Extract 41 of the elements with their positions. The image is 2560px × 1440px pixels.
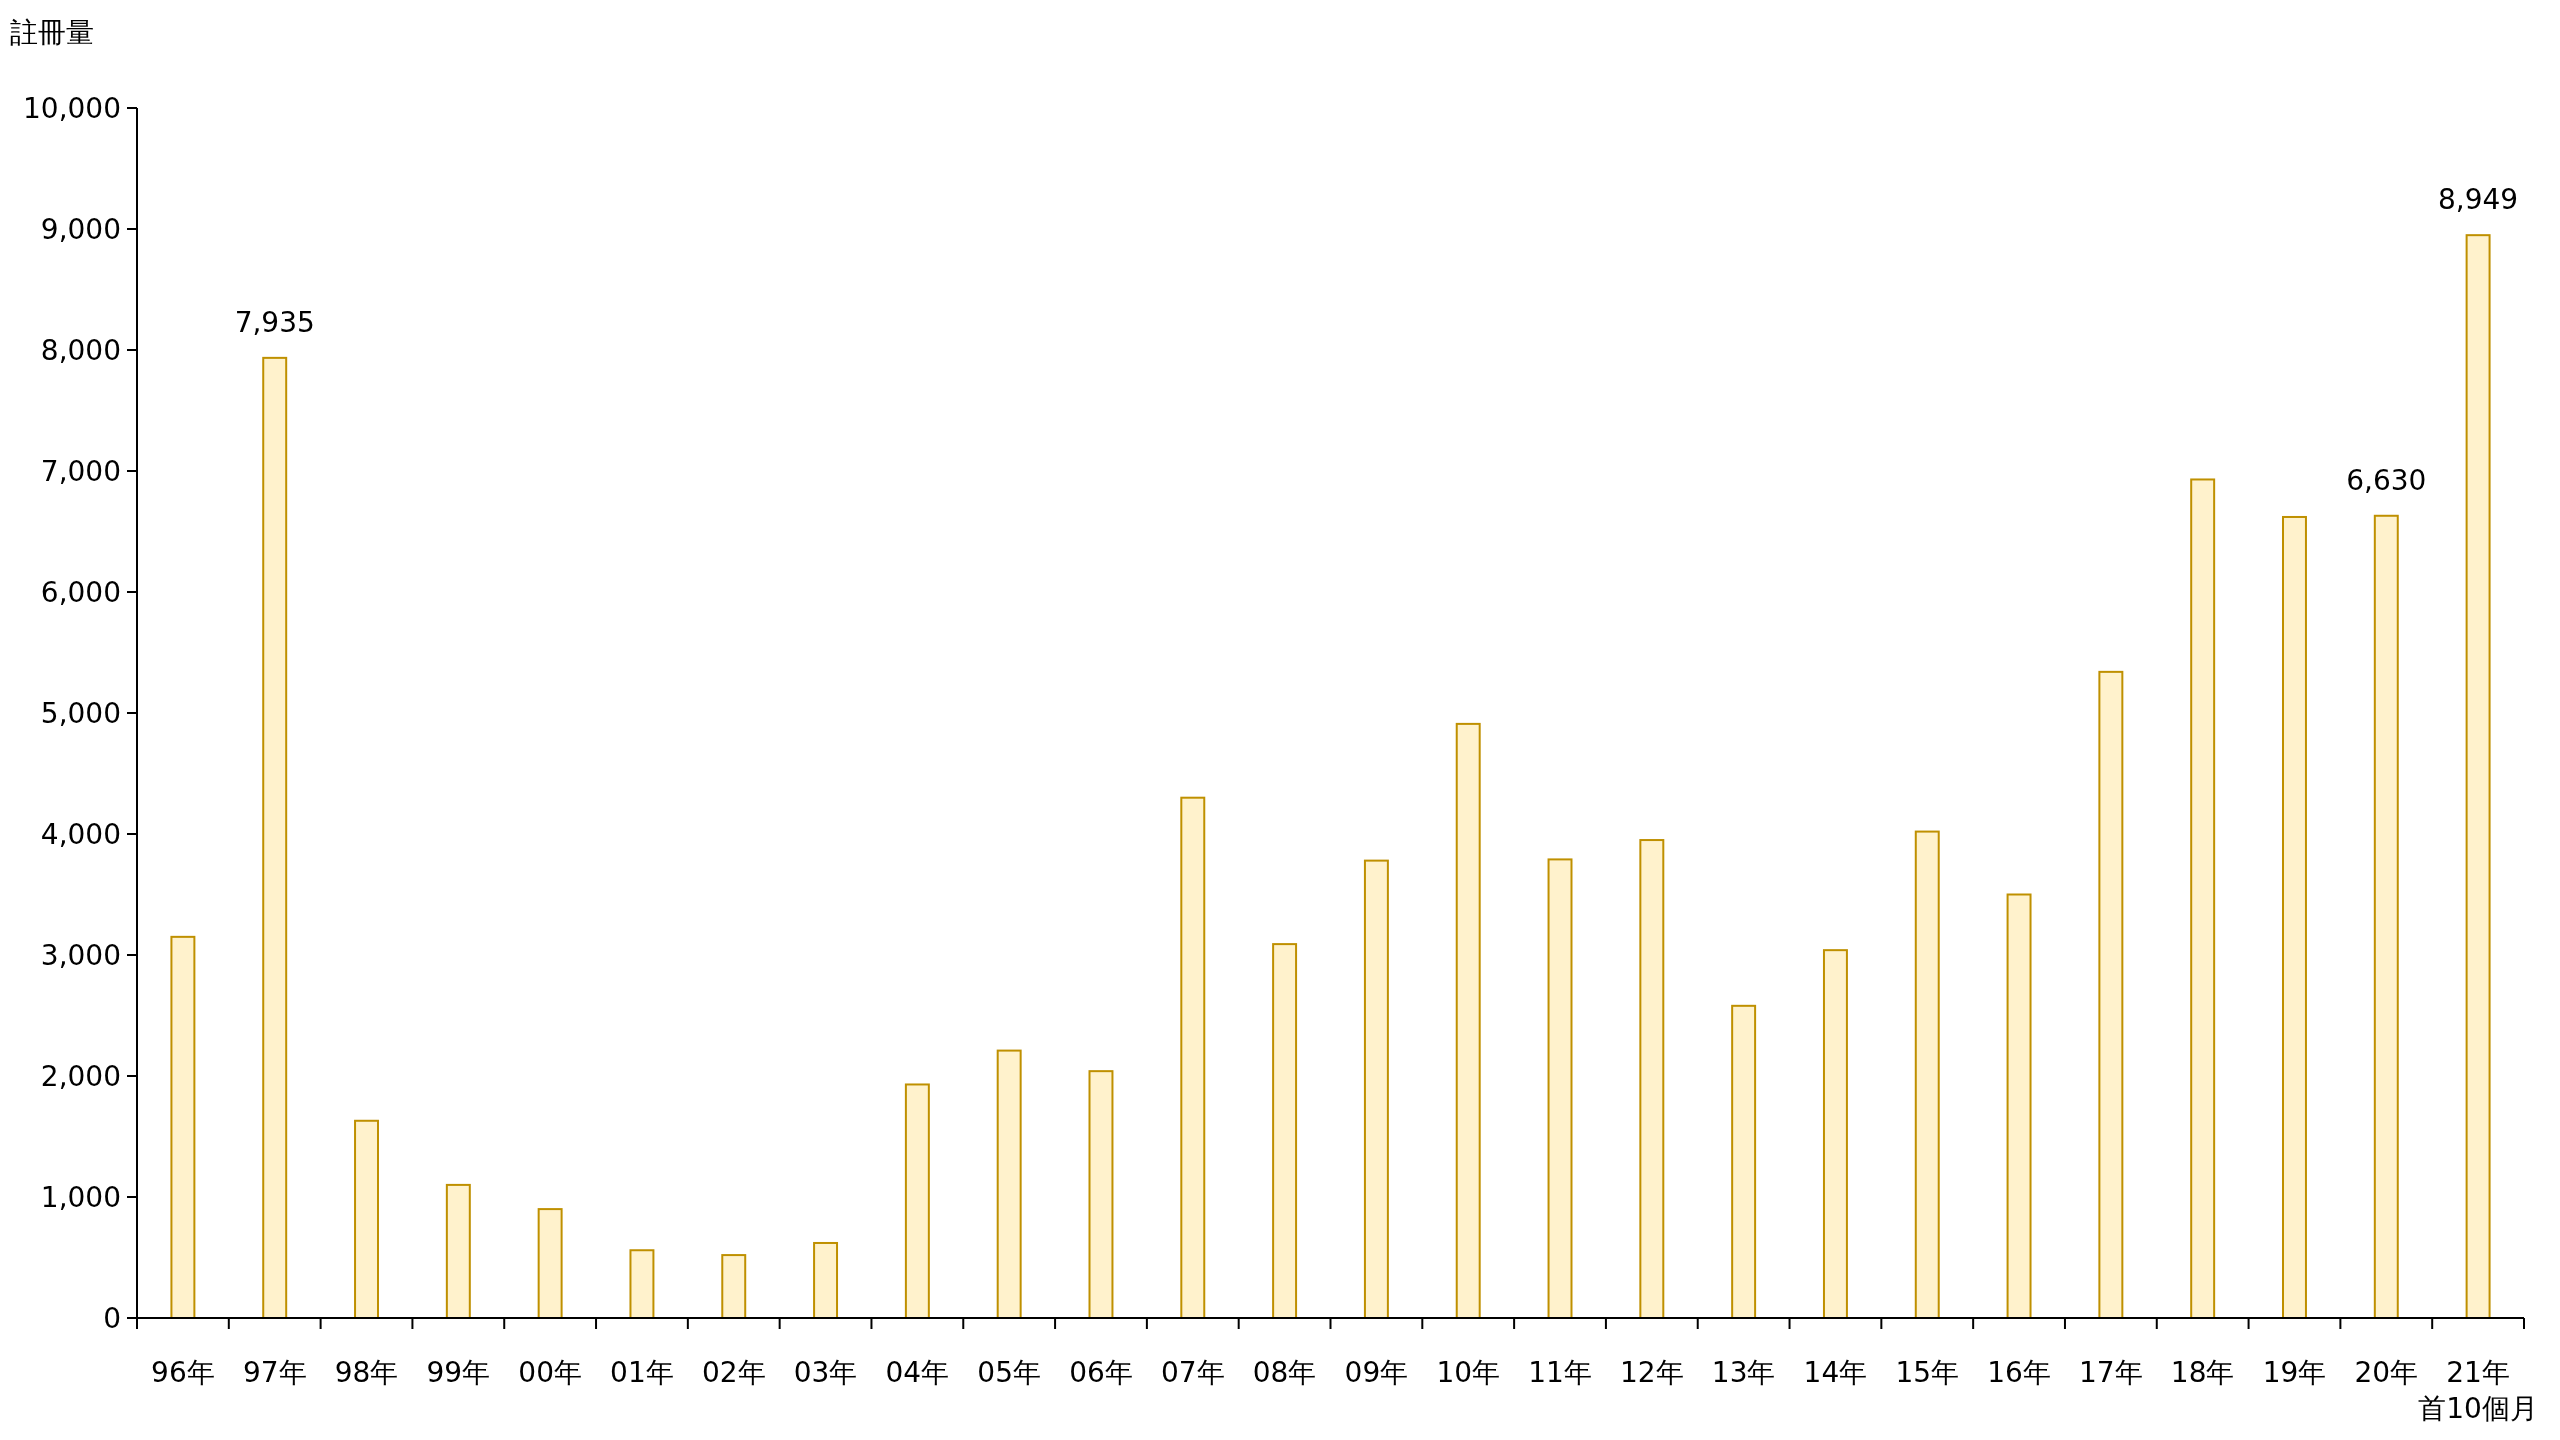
y-tick-label: 5,000 <box>40 696 121 730</box>
y-tick-label: 7,000 <box>40 454 121 488</box>
y-tick-label: 1,000 <box>40 1180 121 1214</box>
x-tick-label: 08年 <box>1252 1356 1317 1389</box>
x-tick-label: 16年 <box>1987 1356 2051 1389</box>
y-tick-label: 9,000 <box>40 212 121 246</box>
x-tick-label: 17年 <box>2079 1356 2143 1389</box>
y-tick-label: 0 <box>103 1301 121 1335</box>
x-tick-label: 20年 <box>2354 1356 2419 1389</box>
y-tick-label: 10,000 <box>23 91 121 125</box>
data-label: 8,949 <box>2438 183 2519 217</box>
x-tick-label: 01年 <box>610 1356 674 1389</box>
x-tick-label: 13年 <box>1711 1356 1776 1389</box>
x-tick-label: 05年 <box>977 1356 1041 1389</box>
data-label: 6,630 <box>2346 463 2427 497</box>
data-label: 7,935 <box>234 305 315 339</box>
x-tick-label: 00年 <box>518 1356 582 1389</box>
x-tick-label: 15年 <box>1895 1356 1960 1389</box>
y-axis-title: 註冊量 <box>10 16 94 49</box>
y-tick-label: 2,000 <box>40 1059 121 1093</box>
y-tick-label: 8,000 <box>40 333 121 367</box>
x-tick-label: 18年 <box>2170 1356 2235 1389</box>
x-tick-label: 10年 <box>1436 1356 1501 1389</box>
y-tick-label: 6,000 <box>40 575 121 609</box>
x-tick-label: 97年 <box>242 1356 307 1389</box>
x-tick-label: 02年 <box>701 1356 766 1389</box>
y-tick-label: 4,000 <box>40 817 121 851</box>
x-tick-label: 19年 <box>2262 1356 2327 1389</box>
x-tick-label: 03年 <box>793 1356 858 1389</box>
x-tick-label: 06年 <box>1069 1356 1133 1389</box>
x-tick-label: 98年 <box>334 1356 399 1389</box>
x-tick-label: 07年 <box>1160 1356 1225 1389</box>
x-tick-label: 99年 <box>426 1356 491 1389</box>
x-tick-label: 14年 <box>1803 1356 1868 1389</box>
x-tick-label: 09年 <box>1344 1356 1409 1389</box>
x-tick-label: 96年 <box>151 1356 215 1389</box>
x-tick-label: 11年 <box>1528 1356 1592 1389</box>
x-tick-label: 21年首10個月 <box>2418 1356 2538 1425</box>
x-tick-label: 12年 <box>1620 1356 1684 1389</box>
y-tick-label: 3,000 <box>40 938 121 972</box>
x-tick-label: 04年 <box>885 1356 950 1389</box>
